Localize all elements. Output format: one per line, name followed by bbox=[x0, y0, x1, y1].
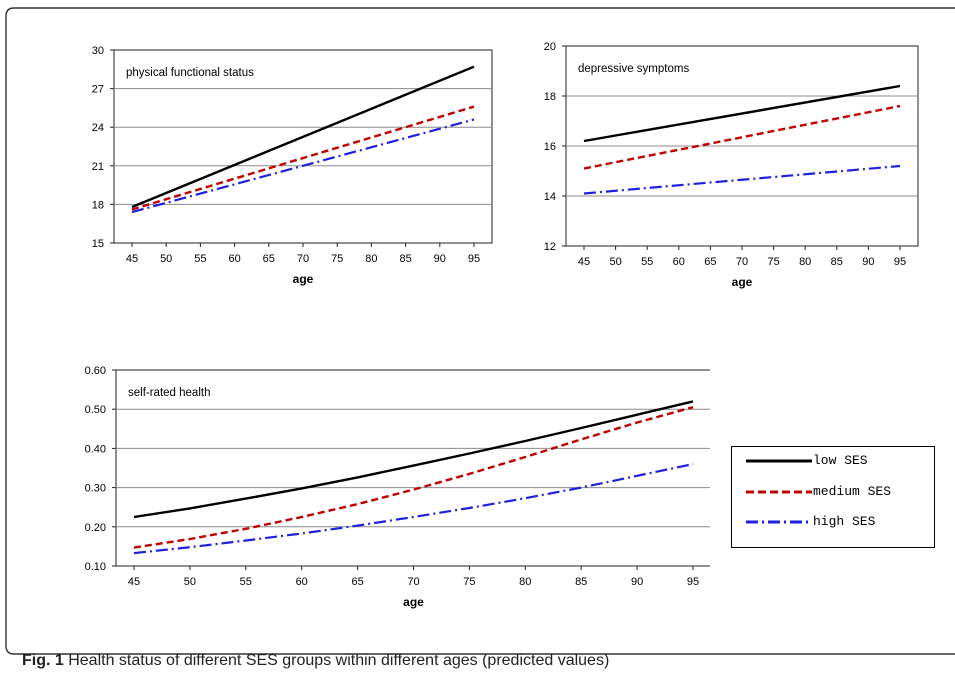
legend-label-low: low SES bbox=[813, 453, 868, 468]
y-tick-label: 18 bbox=[544, 91, 556, 103]
x-tick-label: 70 bbox=[736, 256, 748, 268]
x-tick-label: 85 bbox=[831, 256, 843, 268]
x-tick-label: 60 bbox=[673, 256, 685, 268]
figure-caption-text: Health status of different SES groups wi… bbox=[63, 652, 610, 669]
series-line-high bbox=[583, 164, 901, 195]
x-tick-label: 95 bbox=[468, 253, 480, 265]
x-tick-label: 45 bbox=[578, 256, 590, 268]
x-axis-label: age bbox=[293, 272, 314, 286]
legend-label-medium: medium SES bbox=[813, 484, 892, 499]
x-tick-label: 80 bbox=[519, 576, 531, 588]
x-tick-label: 60 bbox=[296, 576, 308, 588]
legend-swatch-medium-icon bbox=[746, 490, 812, 494]
x-tick-label: 65 bbox=[704, 256, 716, 268]
legend: low SES medium SES high SES bbox=[731, 446, 935, 548]
series-line-medium bbox=[131, 105, 475, 211]
y-tick-label: 0.20 bbox=[85, 522, 106, 534]
x-tick-label: 50 bbox=[160, 253, 172, 265]
y-tick-label: 14 bbox=[544, 191, 556, 203]
x-tick-label: 85 bbox=[399, 253, 411, 265]
series-line-low bbox=[131, 65, 475, 209]
x-tick-label: 55 bbox=[240, 576, 252, 588]
y-tick-label: 30 bbox=[92, 45, 104, 57]
x-tick-label: 95 bbox=[687, 576, 699, 588]
legend-swatch-low-icon bbox=[746, 459, 812, 463]
chart-self-rated-health: 0.10 0.20 0.30 0.40 0.50 0.60 45 50 55 60 65 70 75 80… bbox=[85, 365, 710, 609]
series-line-high bbox=[131, 118, 475, 214]
y-tick-label: 20 bbox=[544, 41, 556, 53]
y-tick-label: 0.50 bbox=[85, 404, 106, 416]
y-tick-label: 16 bbox=[544, 141, 556, 153]
chart-title: depressive symptoms bbox=[578, 63, 689, 75]
chart-depressive-symptoms: 12 14 16 18 20 45 50 55 60 65 70 75 80 85 90 95 age depre… bbox=[544, 41, 919, 289]
x-tick-label: 75 bbox=[767, 256, 779, 268]
series-line-medium bbox=[133, 406, 694, 549]
y-tick-label: 0.30 bbox=[85, 483, 106, 495]
y-tick-label: 0.60 bbox=[85, 365, 106, 377]
legend-swatch-high-icon bbox=[746, 520, 812, 524]
figure-caption-label: Fig. 1 bbox=[22, 652, 64, 669]
chart-title: physical functional status bbox=[126, 67, 254, 79]
x-tick-label: 70 bbox=[407, 576, 419, 588]
x-tick-label: 45 bbox=[126, 253, 138, 265]
x-tick-label: 80 bbox=[365, 253, 377, 265]
y-tick-label: 15 bbox=[92, 238, 104, 250]
y-tick-label: 0.40 bbox=[85, 443, 106, 455]
figure-border bbox=[5, 7, 955, 655]
x-axis-label: age bbox=[732, 275, 753, 289]
x-tick-label: 50 bbox=[609, 256, 621, 268]
x-tick-label: 45 bbox=[128, 576, 140, 588]
x-tick-label: 65 bbox=[351, 576, 363, 588]
series-line-low bbox=[133, 400, 694, 519]
x-tick-label: 75 bbox=[463, 576, 475, 588]
x-tick-label: 90 bbox=[862, 256, 874, 268]
y-tick-label: 12 bbox=[544, 241, 556, 253]
x-tick-label: 50 bbox=[184, 576, 196, 588]
x-tick-label: 90 bbox=[631, 576, 643, 588]
y-tick-label: 18 bbox=[92, 199, 104, 211]
y-tick-label: 27 bbox=[92, 84, 104, 96]
x-tick-label: 70 bbox=[297, 253, 309, 265]
y-tick-label: 21 bbox=[92, 161, 104, 173]
x-tick-label: 65 bbox=[263, 253, 275, 265]
plot-area bbox=[113, 49, 493, 244]
figure-caption: Fig. 1 Health status of different SES gr… bbox=[22, 652, 609, 670]
y-tick-label: 0.10 bbox=[85, 561, 106, 573]
series-line-medium bbox=[583, 104, 901, 170]
series-line-high bbox=[133, 463, 694, 555]
x-tick-label: 55 bbox=[641, 256, 653, 268]
y-tick-label: 24 bbox=[92, 122, 104, 134]
x-tick-label: 60 bbox=[228, 253, 240, 265]
x-tick-label: 55 bbox=[194, 253, 206, 265]
chart-title: self-rated health bbox=[128, 387, 210, 399]
x-tick-label: 80 bbox=[799, 256, 811, 268]
chart-physical-functional-status: 15 18 21 24 27 30 45 50 55 60 65 70 75 80 85 90 95 age phy… bbox=[92, 45, 493, 286]
x-tick-label: 95 bbox=[894, 256, 906, 268]
legend-label-high: high SES bbox=[813, 514, 876, 529]
x-tick-label: 90 bbox=[434, 253, 446, 265]
x-tick-label: 75 bbox=[331, 253, 343, 265]
x-tick-label: 85 bbox=[575, 576, 587, 588]
x-axis-label: age bbox=[403, 595, 424, 609]
series-line-low bbox=[583, 84, 901, 143]
